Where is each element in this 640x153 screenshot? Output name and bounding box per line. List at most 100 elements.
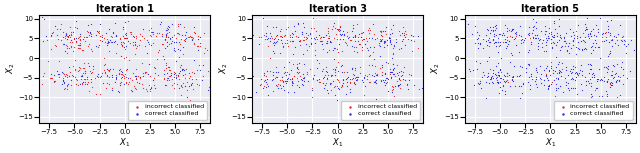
incorrect classified	[507, 36, 517, 38]
incorrect classified	[61, 45, 72, 47]
incorrect classified	[79, 78, 89, 81]
incorrect classified	[62, 76, 72, 78]
incorrect classified	[39, 72, 49, 74]
correct classified	[308, 74, 319, 76]
incorrect classified	[99, 68, 109, 71]
incorrect classified	[593, 95, 604, 98]
incorrect classified	[131, 37, 141, 39]
correct classified	[536, 73, 546, 75]
correct classified	[575, 36, 585, 38]
correct classified	[565, 70, 575, 73]
incorrect classified	[149, 77, 159, 79]
correct classified	[113, 90, 123, 92]
correct classified	[339, 34, 349, 36]
correct classified	[525, 87, 535, 90]
correct classified	[476, 87, 486, 90]
incorrect classified	[259, 80, 269, 82]
incorrect classified	[184, 72, 195, 74]
incorrect classified	[318, 68, 328, 70]
correct classified	[164, 26, 174, 28]
incorrect classified	[269, 37, 280, 39]
incorrect classified	[46, 48, 56, 51]
incorrect classified	[93, 31, 103, 34]
correct classified	[602, 67, 612, 70]
incorrect classified	[388, 43, 399, 46]
incorrect classified	[58, 76, 68, 79]
correct classified	[49, 74, 60, 76]
correct classified	[360, 43, 370, 45]
incorrect classified	[180, 73, 191, 75]
incorrect classified	[308, 17, 319, 20]
incorrect classified	[345, 82, 355, 84]
incorrect classified	[163, 27, 173, 30]
correct classified	[193, 49, 204, 52]
correct classified	[481, 60, 492, 63]
correct classified	[173, 74, 183, 76]
correct classified	[607, 38, 617, 41]
correct classified	[400, 79, 410, 81]
correct classified	[184, 85, 194, 88]
incorrect classified	[394, 87, 404, 89]
incorrect classified	[188, 87, 198, 90]
incorrect classified	[66, 32, 76, 35]
incorrect classified	[54, 75, 65, 78]
correct classified	[360, 85, 370, 87]
correct classified	[92, 29, 102, 32]
correct classified	[531, 27, 541, 29]
correct classified	[546, 65, 556, 67]
correct classified	[76, 75, 86, 77]
correct classified	[59, 82, 69, 84]
incorrect classified	[293, 72, 303, 74]
correct classified	[568, 67, 578, 70]
correct classified	[388, 44, 399, 47]
incorrect classified	[364, 81, 374, 84]
correct classified	[536, 82, 547, 84]
correct classified	[275, 52, 285, 54]
correct classified	[148, 78, 158, 81]
correct classified	[324, 39, 335, 42]
correct classified	[616, 66, 626, 68]
incorrect classified	[118, 42, 129, 44]
incorrect classified	[148, 33, 158, 35]
correct classified	[605, 74, 616, 76]
incorrect classified	[145, 90, 155, 92]
incorrect classified	[256, 36, 266, 39]
correct classified	[174, 87, 184, 89]
correct classified	[550, 69, 560, 72]
correct classified	[265, 32, 275, 35]
correct classified	[581, 28, 591, 31]
correct classified	[108, 31, 118, 34]
incorrect classified	[193, 64, 204, 66]
correct classified	[597, 33, 607, 35]
correct classified	[504, 39, 514, 42]
correct classified	[548, 68, 558, 71]
correct classified	[61, 37, 72, 40]
incorrect classified	[111, 35, 121, 37]
incorrect classified	[372, 36, 382, 39]
correct classified	[548, 36, 559, 39]
correct classified	[495, 80, 506, 83]
correct classified	[386, 77, 396, 79]
correct classified	[338, 38, 348, 41]
correct classified	[602, 79, 612, 82]
incorrect classified	[615, 76, 625, 79]
correct classified	[515, 75, 525, 77]
correct classified	[275, 29, 285, 32]
incorrect classified	[51, 45, 61, 47]
incorrect classified	[198, 52, 209, 54]
correct classified	[367, 74, 377, 77]
correct classified	[493, 37, 503, 40]
incorrect classified	[118, 77, 129, 80]
correct classified	[376, 40, 387, 42]
incorrect classified	[161, 63, 171, 66]
incorrect classified	[357, 31, 367, 34]
correct classified	[110, 81, 120, 83]
correct classified	[535, 38, 545, 40]
incorrect classified	[346, 81, 356, 83]
correct classified	[115, 55, 125, 57]
correct classified	[561, 83, 571, 86]
correct classified	[380, 46, 390, 48]
incorrect classified	[326, 74, 336, 76]
incorrect classified	[260, 75, 271, 77]
incorrect classified	[72, 47, 83, 49]
